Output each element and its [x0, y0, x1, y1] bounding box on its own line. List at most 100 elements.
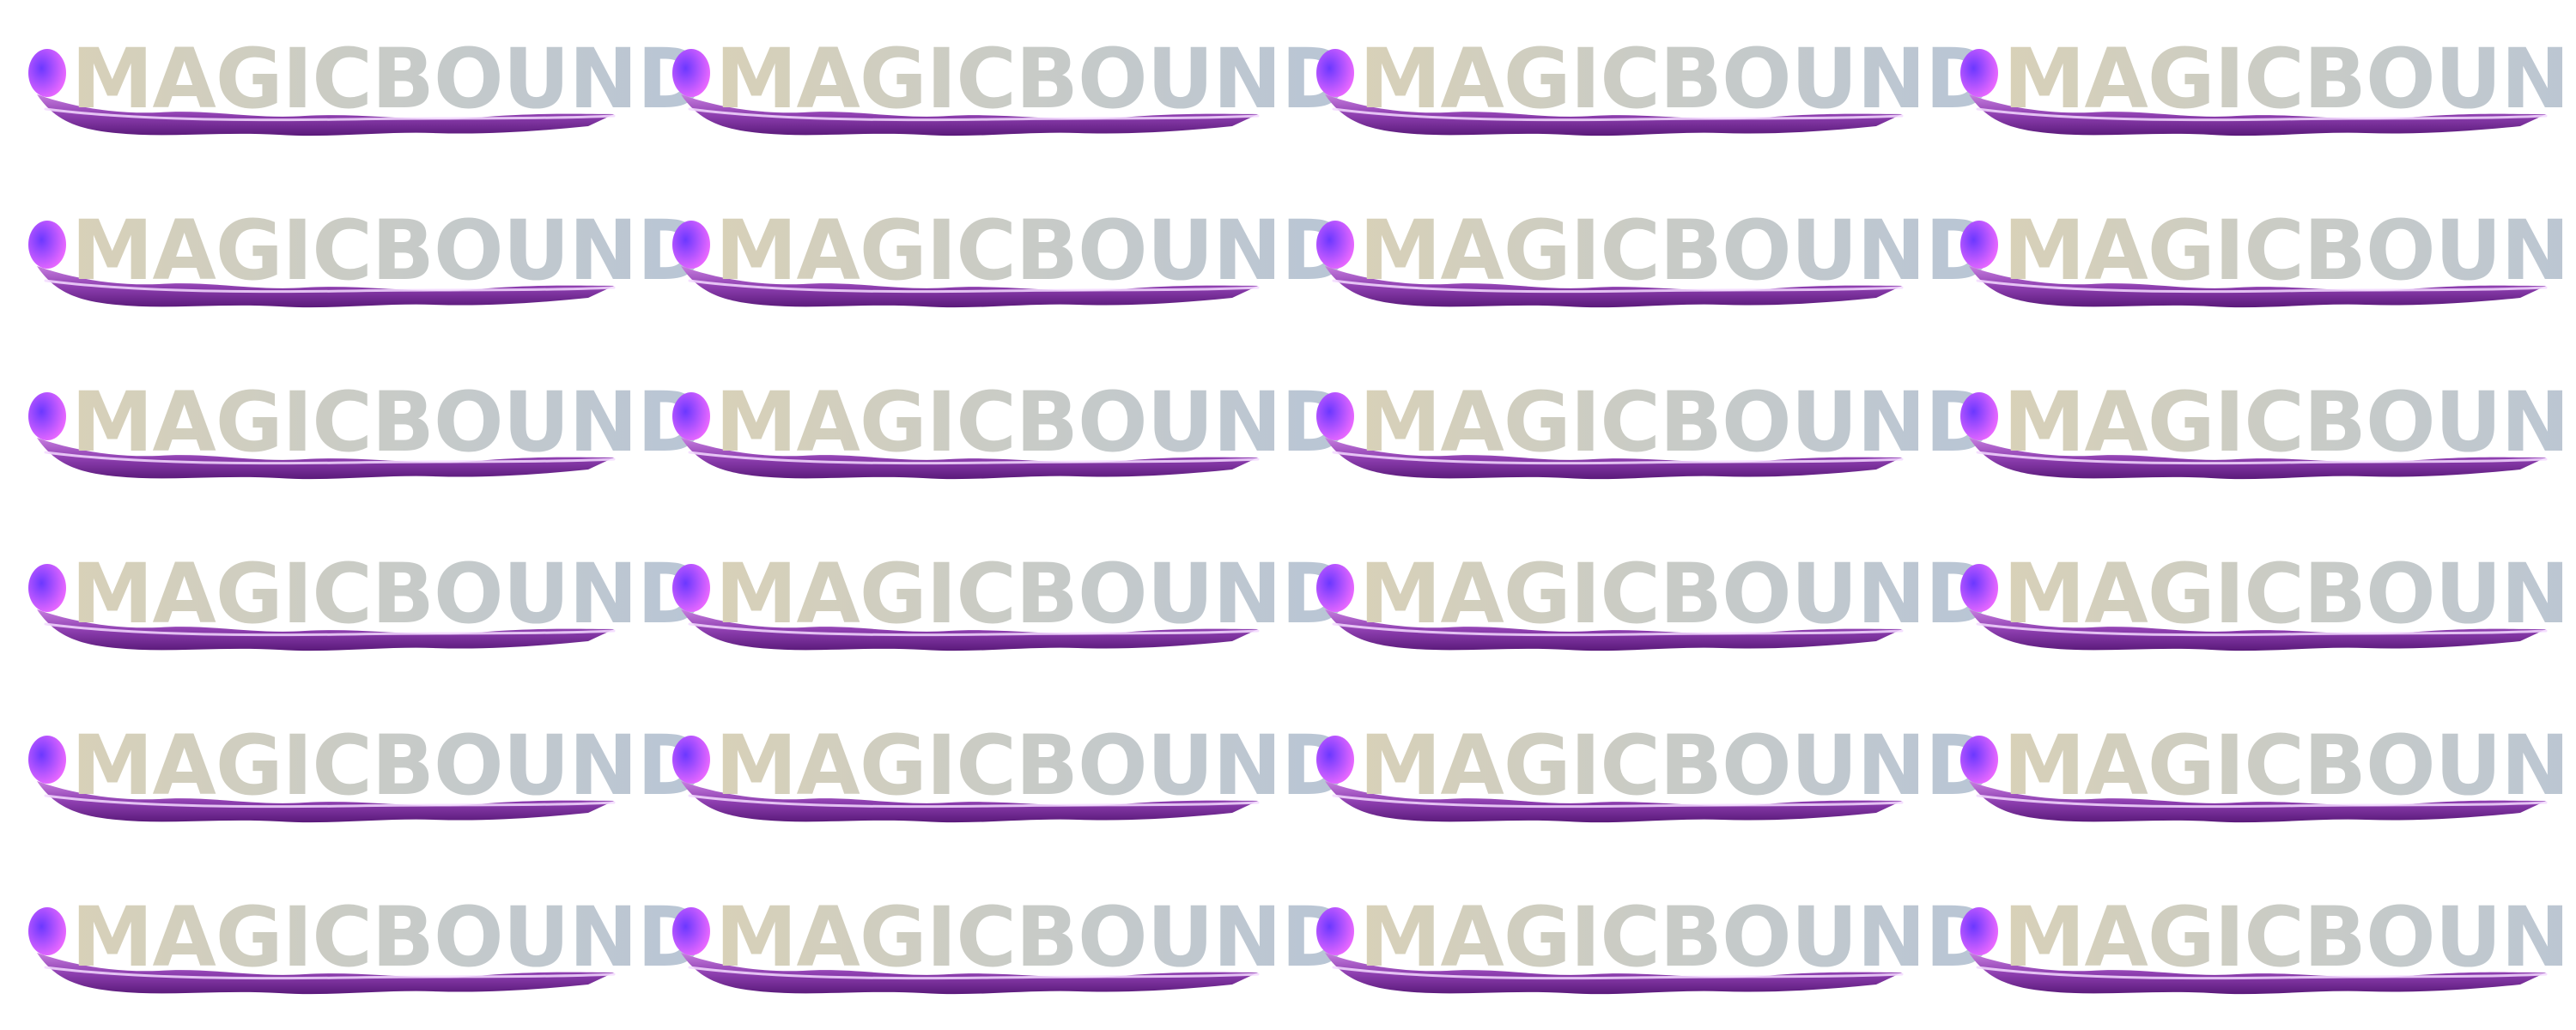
logo-tile: MAGICBOUND: [1953, 871, 2576, 1017]
purple-ribbon-icon: [681, 438, 1258, 480]
logo-graphic: MAGICBOUND: [1960, 546, 2576, 651]
logo-graphic: MAGICBOUND: [28, 374, 706, 480]
magic-orb-icon: [1960, 49, 1998, 97]
logo-graphic: MAGICBOUND: [672, 31, 1350, 136]
logo-wordmark: MAGICBOUND: [2003, 203, 2576, 299]
purple-ribbon-icon: [1969, 94, 2546, 136]
logo-tile: MAGICBOUND: [665, 871, 1350, 1017]
magic-orb-icon: [28, 392, 66, 440]
logo-tile: MAGICBOUND: [21, 185, 706, 330]
magic-orb-icon: [1316, 564, 1354, 612]
ribbon-highlight: [688, 794, 1260, 809]
logo-wordmark: MAGICBOUND: [715, 203, 1349, 299]
logo-wordmark: MAGICBOUND: [1359, 889, 1993, 985]
magic-orb-icon: [672, 221, 710, 269]
ribbon-highlight: [44, 966, 616, 980]
logo-tile: MAGICBOUND: [1953, 185, 2576, 330]
ribbon-highlight: [1976, 107, 2548, 122]
purple-ribbon-icon: [681, 609, 1258, 651]
purple-ribbon-icon: [1325, 438, 1902, 480]
logo-wordmark: MAGICBOUND: [71, 546, 705, 642]
logo-graphic: MAGICBOUND: [1316, 546, 1994, 651]
logo-tile: MAGICBOUND: [665, 700, 1350, 845]
logo-tile: MAGICBOUND: [21, 356, 706, 502]
logo-wordmark: MAGICBOUND: [2003, 718, 2576, 814]
logo-graphic: MAGICBOUND: [672, 718, 1350, 823]
magic-orb-icon: [672, 907, 710, 955]
logo-wordmark: MAGICBOUND: [1359, 203, 1993, 299]
purple-ribbon-icon: [681, 781, 1258, 823]
logo-graphic: MAGICBOUND: [28, 203, 706, 308]
logo-tile: MAGICBOUND: [1309, 700, 1994, 845]
ribbon-highlight: [1332, 622, 1904, 637]
logo-wordmark: MAGICBOUND: [715, 889, 1349, 985]
logo-wordmark: MAGICBOUND: [1359, 374, 1993, 470]
purple-ribbon-icon: [1969, 438, 2546, 480]
logo-tile: MAGICBOUND: [1953, 13, 2576, 159]
logo-graphic: MAGICBOUND: [672, 546, 1350, 651]
ribbon-highlight: [688, 279, 1260, 294]
purple-ribbon-icon: [37, 266, 614, 308]
purple-ribbon-icon: [1325, 609, 1902, 651]
logo-wordmark: MAGICBOUND: [71, 31, 705, 127]
logo-wordmark: MAGICBOUND: [71, 718, 705, 814]
logo-graphic: MAGICBOUND: [1960, 31, 2576, 136]
purple-ribbon-icon: [1325, 953, 1902, 995]
ribbon-highlight: [688, 451, 1260, 465]
ribbon-highlight: [1332, 966, 1904, 980]
ribbon-highlight: [1976, 622, 2548, 637]
logo-graphic: MAGICBOUND: [1960, 203, 2576, 308]
logo-graphic: MAGICBOUND: [672, 203, 1350, 308]
logo-tile: MAGICBOUND: [1953, 700, 2576, 845]
logo-wordmark: MAGICBOUND: [1359, 31, 1993, 127]
logo-wordmark: MAGICBOUND: [715, 546, 1349, 642]
logo-wordmark: MAGICBOUND: [71, 203, 705, 299]
purple-ribbon-icon: [681, 953, 1258, 995]
ribbon-highlight: [1332, 107, 1904, 122]
logo-graphic: MAGICBOUND: [1960, 889, 2576, 995]
logo-graphic: MAGICBOUND: [28, 31, 706, 136]
logo-wordmark: MAGICBOUND: [715, 374, 1349, 470]
purple-ribbon-icon: [37, 94, 614, 136]
magic-orb-icon: [1316, 49, 1354, 97]
logo-wordmark: MAGICBOUND: [2003, 889, 2576, 985]
purple-ribbon-icon: [681, 266, 1258, 308]
logo-wordmark: MAGICBOUND: [2003, 374, 2576, 470]
logo-graphic: MAGICBOUND: [28, 889, 706, 995]
logo-tile: MAGICBOUND: [21, 700, 706, 845]
logo-graphic: MAGICBOUND: [28, 718, 706, 823]
ribbon-highlight: [1332, 794, 1904, 809]
magic-orb-icon: [672, 49, 710, 97]
logo-wordmark: MAGICBOUND: [71, 889, 705, 985]
purple-ribbon-icon: [1325, 266, 1902, 308]
logo-tile: MAGICBOUND: [1309, 871, 1994, 1017]
ribbon-highlight: [1332, 279, 1904, 294]
ribbon-highlight: [1976, 451, 2548, 465]
purple-ribbon-icon: [1969, 781, 2546, 823]
logo-tile: MAGICBOUND: [21, 871, 706, 1017]
logo-graphic: MAGICBOUND: [1960, 374, 2576, 480]
magic-orb-icon: [672, 392, 710, 440]
purple-ribbon-icon: [1969, 953, 2546, 995]
purple-ribbon-icon: [37, 438, 614, 480]
logo-wordmark: MAGICBOUND: [71, 374, 705, 470]
purple-ribbon-icon: [37, 953, 614, 995]
magic-orb-icon: [672, 736, 710, 784]
magic-orb-icon: [1960, 221, 1998, 269]
logo-graphic: MAGICBOUND: [1316, 374, 1994, 480]
ribbon-highlight: [1976, 794, 2548, 809]
magic-orb-icon: [28, 221, 66, 269]
ribbon-highlight: [688, 622, 1260, 637]
ribbon-highlight: [688, 107, 1260, 122]
logo-graphic: MAGICBOUND: [1960, 718, 2576, 823]
magic-orb-icon: [28, 564, 66, 612]
ribbon-highlight: [44, 794, 616, 809]
logo-graphic: MAGICBOUND: [1316, 31, 1994, 136]
purple-ribbon-icon: [1325, 94, 1902, 136]
logo-tile: MAGICBOUND: [21, 528, 706, 674]
logo-graphic: MAGICBOUND: [672, 374, 1350, 480]
logo-graphic: MAGICBOUND: [1316, 718, 1994, 823]
magic-orb-icon: [1316, 392, 1354, 440]
logo-graphic: MAGICBOUND: [1316, 203, 1994, 308]
